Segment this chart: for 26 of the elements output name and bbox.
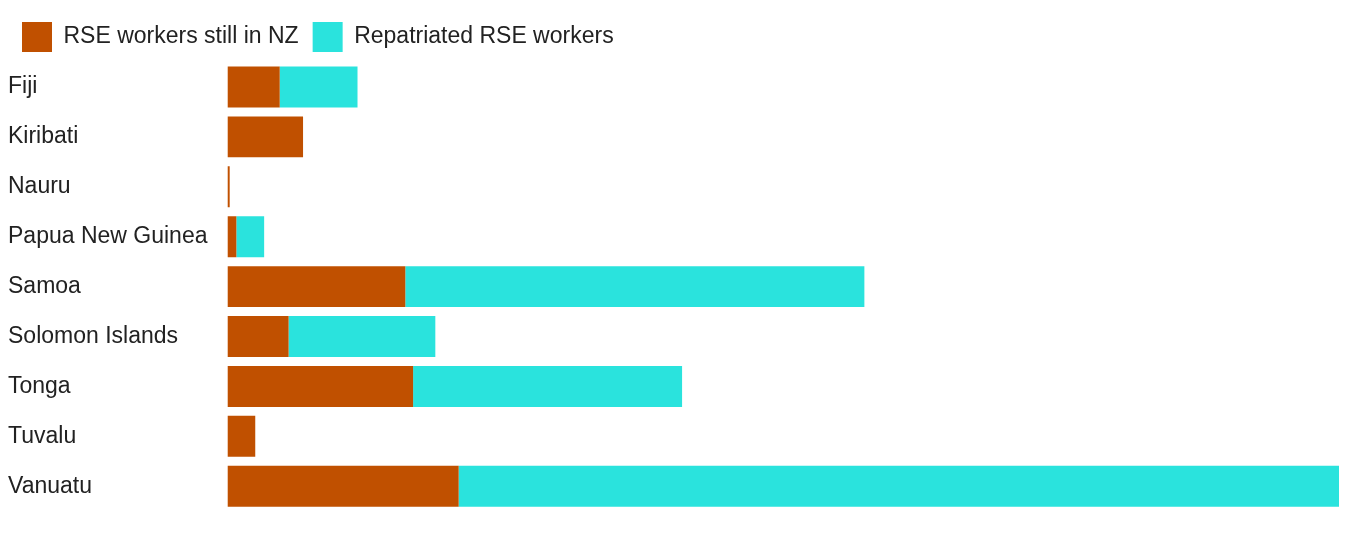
bar xyxy=(227,166,230,208)
bar xyxy=(227,316,289,357)
legend-label: Repatriated RSE workers xyxy=(354,22,614,49)
y-tick-label: Papua New Guinea xyxy=(8,222,208,249)
y-tick-label: Nauru xyxy=(8,172,71,199)
y-tick-label: Tonga xyxy=(8,371,71,398)
y-tick-label: Kiribati xyxy=(8,122,79,149)
bar xyxy=(458,465,1339,507)
bar xyxy=(288,316,436,357)
legend-label: RSE workers still in NZ xyxy=(63,22,299,49)
y-tick-label: Solomon Islands xyxy=(8,321,179,348)
bar xyxy=(227,365,414,407)
y-tick-label: Fiji xyxy=(8,72,38,99)
bar xyxy=(227,66,280,108)
bar xyxy=(279,66,358,108)
y-tick-label: Samoa xyxy=(8,271,82,298)
y-tick-label: Vanuatu xyxy=(8,471,92,498)
bar xyxy=(227,116,304,158)
bar xyxy=(227,266,406,308)
bar xyxy=(227,216,237,258)
bar xyxy=(227,465,459,507)
bar xyxy=(227,415,256,457)
bar xyxy=(413,365,683,407)
bar xyxy=(236,216,265,258)
bar xyxy=(405,266,865,308)
y-tick-label: Tuvalu xyxy=(8,421,77,448)
